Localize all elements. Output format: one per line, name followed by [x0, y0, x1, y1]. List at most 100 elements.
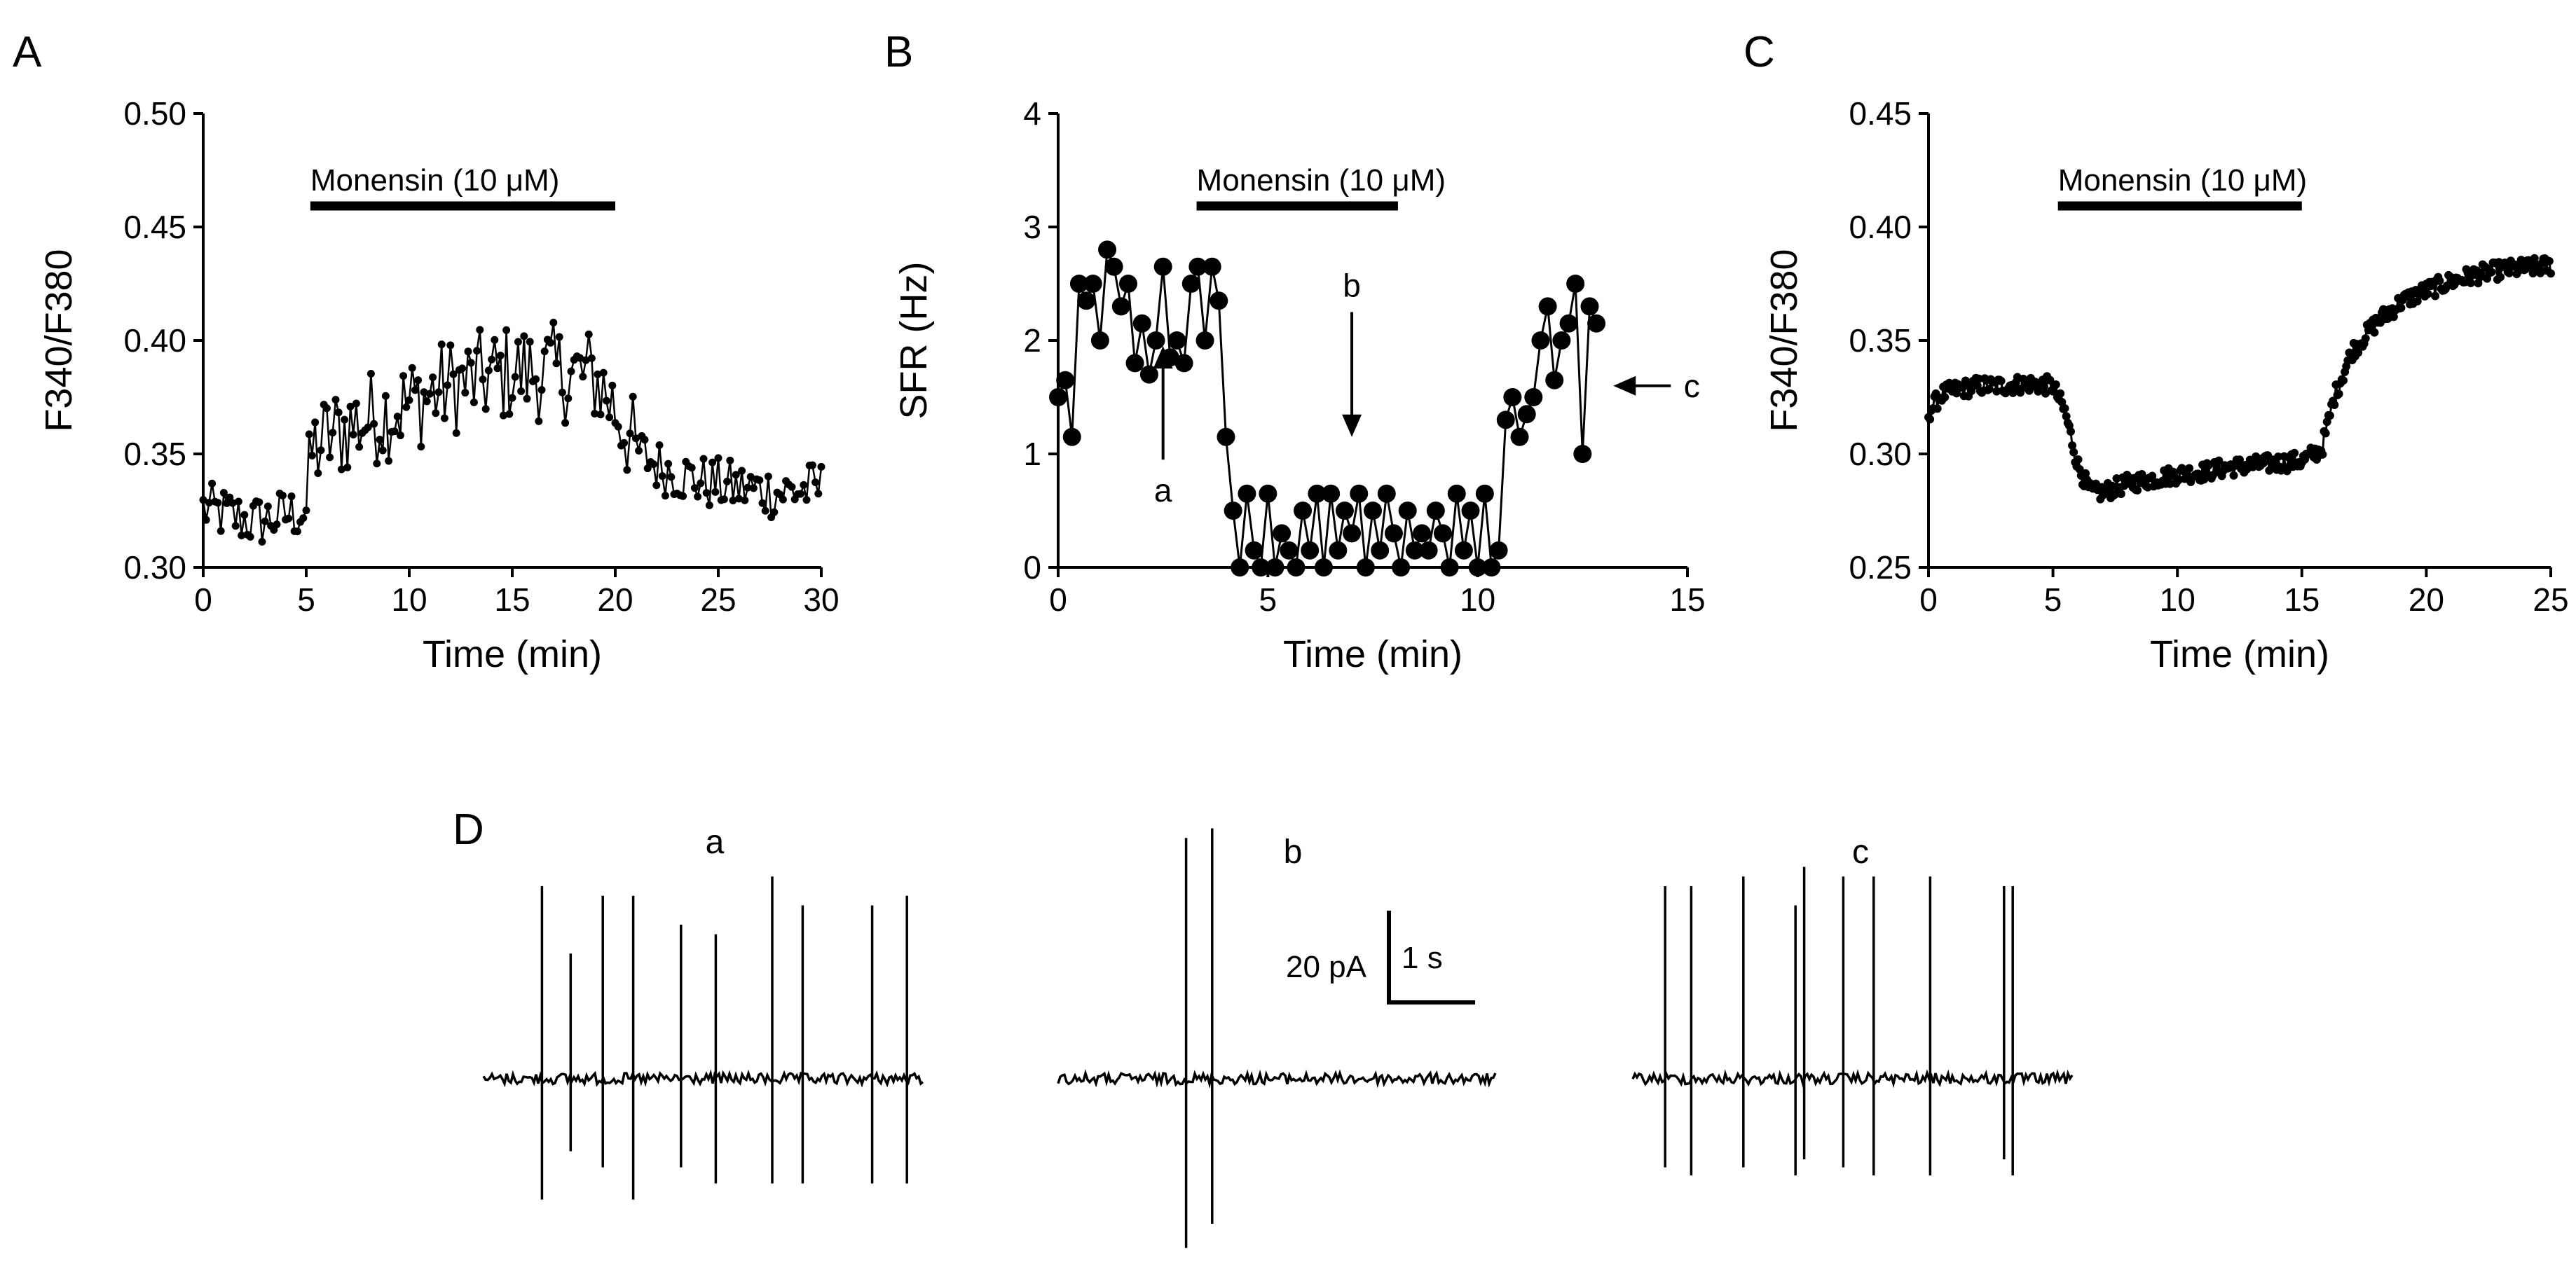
panel-b-point: [1335, 502, 1354, 520]
panel-a-point: [817, 462, 825, 471]
panel-a-point: [605, 413, 614, 422]
panel-a-point: [591, 410, 599, 418]
panel-b-point: [1413, 524, 1432, 543]
panel-b-point: [1104, 257, 1123, 276]
panel-a-point: [414, 376, 423, 385]
panel-c-point: [2185, 464, 2194, 473]
panel-c-point: [2229, 471, 2238, 480]
panel-c-point: [2066, 427, 2075, 436]
x-tick-label: 5: [1259, 581, 1277, 618]
panel-a-point: [741, 496, 749, 504]
panel-a-point: [620, 439, 629, 447]
panel-a-point: [788, 483, 796, 491]
panel-c-point: [2039, 382, 2048, 391]
panel-c-point: [1933, 404, 1942, 413]
panel-a-point: [797, 490, 805, 498]
panel-a-point: [326, 453, 334, 462]
panel-a-point: [631, 434, 640, 443]
panel-a-point: [729, 497, 737, 505]
panel-a-point: [429, 373, 437, 382]
panel-a-point: [758, 499, 767, 507]
panel-c-point: [2487, 268, 2496, 277]
panel-a-point: [567, 367, 575, 375]
panel-a-chart: 0 5 10 15 20 25 30 0.30 0.35 0.40 0.45 0.50 Monensi…: [38, 95, 840, 675]
panel-a-point: [558, 388, 566, 396]
panel-c-point: [2235, 455, 2244, 464]
y-tick-label: 4: [1023, 95, 1041, 132]
y-tick-label: 1: [1023, 436, 1041, 472]
panel-a-point: [444, 381, 452, 389]
panel-a-point: [549, 318, 558, 326]
trace-label-c: c: [1852, 834, 1869, 871]
panel-c-x-label: Time (min): [2150, 633, 2329, 675]
panel-b-point: [1125, 354, 1144, 373]
panel-a-point: [726, 456, 734, 464]
panel-a-point: [311, 418, 320, 427]
panel-c-point: [2547, 269, 2555, 278]
panel-a-point: [526, 338, 534, 346]
panel-a-point: [352, 399, 360, 408]
y-tick-label: 0.35: [1849, 322, 1912, 359]
panel-b-trace: [1057, 249, 1598, 572]
x-tick-label: 15: [1669, 581, 1705, 618]
panel-c-point: [2423, 289, 2432, 298]
panel-a-point: [205, 499, 213, 507]
panel-a-point: [285, 514, 293, 523]
panel-c-point: [2139, 474, 2148, 483]
panel-b-x-label: Time (min): [1283, 633, 1462, 675]
panel-c-chart: 0 5 10 15 20 25 0.25 0.30 0.35 0.40 0.45 Monensin …: [1763, 95, 2569, 675]
panel-a-point: [547, 338, 555, 347]
panel-a-point: [811, 478, 820, 487]
panel-a-point: [608, 381, 617, 389]
panel-a-point: [208, 479, 217, 488]
panel-a-point: [308, 451, 316, 460]
panel-b-point: [1280, 541, 1299, 560]
x-tick-label: 10: [2160, 581, 2195, 618]
panel-a-point: [302, 506, 310, 515]
panel-a-point: [694, 492, 702, 501]
panel-c-point: [2057, 398, 2067, 407]
panel-a-point: [464, 347, 472, 356]
panel-a-point: [396, 432, 404, 440]
panel-b-point: [1062, 427, 1081, 446]
arrow-a-label: a: [1154, 472, 1172, 509]
panel-b-point: [1238, 484, 1256, 503]
panel-a-point: [537, 386, 546, 394]
panel-a-point: [720, 495, 728, 504]
x-tick-label: 10: [391, 581, 427, 618]
panel-a-point: [385, 457, 393, 465]
panel-c-point: [1940, 393, 1950, 402]
panel-b-point: [1146, 331, 1165, 350]
panel-a-point: [481, 405, 490, 413]
panel-a-point: [420, 388, 428, 396]
panel-a-point: [687, 464, 696, 472]
panel-a-point: [690, 484, 699, 492]
panel-b-point: [1203, 257, 1221, 276]
panel-a-point: [711, 488, 720, 496]
panel-a-point: [614, 422, 622, 431]
panel-a-point: [744, 483, 752, 492]
y-tick-label: 0.30: [1849, 436, 1912, 472]
panel-b-y-label: SFR (Hz): [893, 262, 935, 420]
panel-a-point: [234, 497, 242, 506]
panel-label-c: C: [1743, 28, 1775, 76]
panel-label-a: A: [13, 28, 42, 76]
x-tick-label: 0: [1919, 581, 1938, 618]
x-tick-label: 10: [1460, 581, 1495, 618]
panel-b-point: [1566, 275, 1585, 293]
panel-b-point: [1398, 502, 1417, 520]
panel-a-point: [440, 414, 448, 422]
panel-a-point: [305, 430, 313, 439]
panel-b-point: [1580, 297, 1599, 316]
panel-a-point: [484, 366, 493, 375]
panel-b-point: [1329, 541, 1348, 560]
panel-a-point: [723, 477, 732, 485]
panel-b-point: [1069, 275, 1088, 293]
panel-b-point: [1083, 275, 1102, 293]
panel-a-point: [697, 479, 705, 488]
panel-a-point: [376, 436, 384, 444]
panel-a-point: [658, 472, 666, 481]
panel-c-point: [2068, 441, 2077, 450]
panel-a-point: [502, 326, 511, 334]
